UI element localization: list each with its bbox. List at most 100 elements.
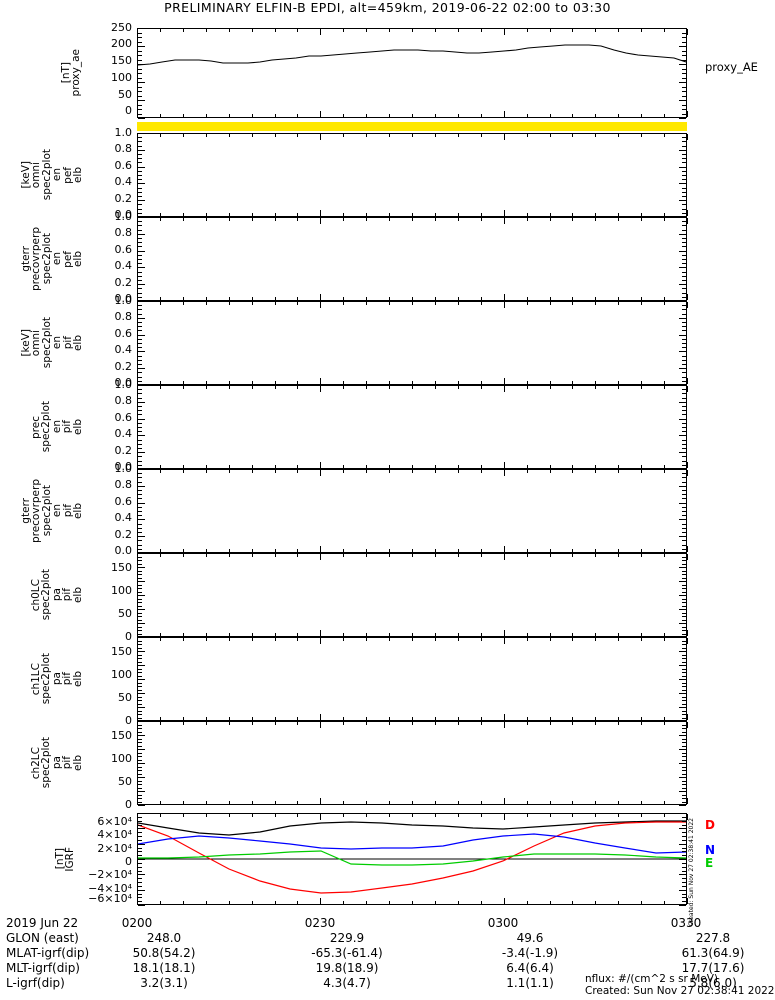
axis-tick [458,465,459,468]
axis-tick [687,462,688,468]
axis-tick [682,114,686,115]
axis-tick [682,867,686,868]
axis-tick [138,469,145,470]
axis-tick [572,633,573,636]
axis-tick [682,697,686,698]
ytick: 0.2 [114,444,133,457]
axis-tick [183,814,184,817]
axis-tick [138,33,142,34]
axis-tick [366,470,367,473]
ylabel-line: [keV] [19,329,32,357]
axis-tick [297,302,298,305]
axis-tick [229,381,230,384]
ylabel-line: elb [71,418,84,436]
axis-tick [252,381,253,384]
axis-tick [412,218,413,221]
axis-tick [138,742,142,743]
axis-tick [183,901,184,904]
axis-tick [138,578,142,579]
row-label: MLT-igrf(dip) [6,961,80,975]
axis-tick [679,167,686,168]
axis-tick [682,78,686,79]
ylabel-line: [keV] [19,161,32,189]
ytick: 1.0 [114,210,133,223]
axis-tick [682,767,686,768]
axis-tick [550,302,551,305]
axis-tick [252,302,253,305]
axis-tick [664,549,665,552]
axis-tick [389,213,390,216]
axis-tick [682,360,686,361]
axis-tick [138,175,142,176]
axis-tick [343,302,344,305]
axis-tick [679,581,686,582]
axis-tick [160,814,161,817]
axis-tick [138,213,142,214]
axis-tick [320,378,321,384]
axis-tick [682,347,686,348]
axis-tick [595,29,596,32]
axis-tick [138,781,142,782]
ytick: 0.8 [114,394,133,407]
ytick: 150 [111,729,132,742]
axis-tick [682,444,686,445]
axis-tick [252,134,253,137]
axis-tick [366,386,367,389]
axis-tick [435,717,436,720]
axis-tick [138,840,142,841]
axis-tick [572,722,573,725]
axis-tick [458,554,459,557]
axis-tick [682,410,686,411]
axis-tick [138,423,142,424]
axis-tick [682,686,686,687]
axis-tick [229,638,230,641]
axis-tick [297,633,298,636]
axis-tick [206,134,207,137]
axis-tick [183,381,184,384]
axis-tick [682,204,686,205]
axis-tick [682,602,686,603]
axis-tick [138,234,145,235]
axis-tick [435,801,436,804]
axis-tick [550,29,551,32]
axis-tick [389,218,390,221]
axis-tick [138,28,145,29]
row-label: MLAT-igrf(dip) [6,946,90,960]
axis-tick [412,901,413,904]
axis-tick [275,717,276,720]
axis-tick [138,326,142,327]
axis-tick [138,679,145,680]
axis-tick [435,29,436,32]
axis-tick [682,364,686,365]
axis-tick [320,554,321,560]
time-tick-0230: 0230 [304,916,336,930]
axis-tick [682,784,686,785]
axis-tick [618,638,619,641]
axis-tick [572,386,573,389]
axis-tick [366,638,367,641]
axis-tick [504,111,505,117]
axis-tick [527,134,528,137]
axis-tick [682,672,686,673]
ylabel-line: pef [61,250,74,268]
axis-tick [679,301,686,302]
axis-tick [137,462,138,468]
axis-tick [572,901,573,904]
axis-tick [504,294,505,300]
axis-tick [682,322,686,323]
axis-tick [682,305,686,306]
axis-tick [682,616,686,617]
axis-tick [343,801,344,804]
ylabel-line: spec2plot [40,233,53,285]
ylabel-line: pa [50,672,63,686]
axis-tick [682,414,686,415]
axis-tick [138,836,142,837]
axis-tick [138,897,142,898]
ylabel-line: elb [72,250,84,268]
axis-tick [595,213,596,216]
axis-tick [550,218,551,221]
axis-tick [138,567,145,568]
table-row: GLON (east) 248.0 229.9 49.6 227.8 [0,931,775,946]
axis-tick [320,470,321,476]
ytick: 1.0 [114,126,133,139]
